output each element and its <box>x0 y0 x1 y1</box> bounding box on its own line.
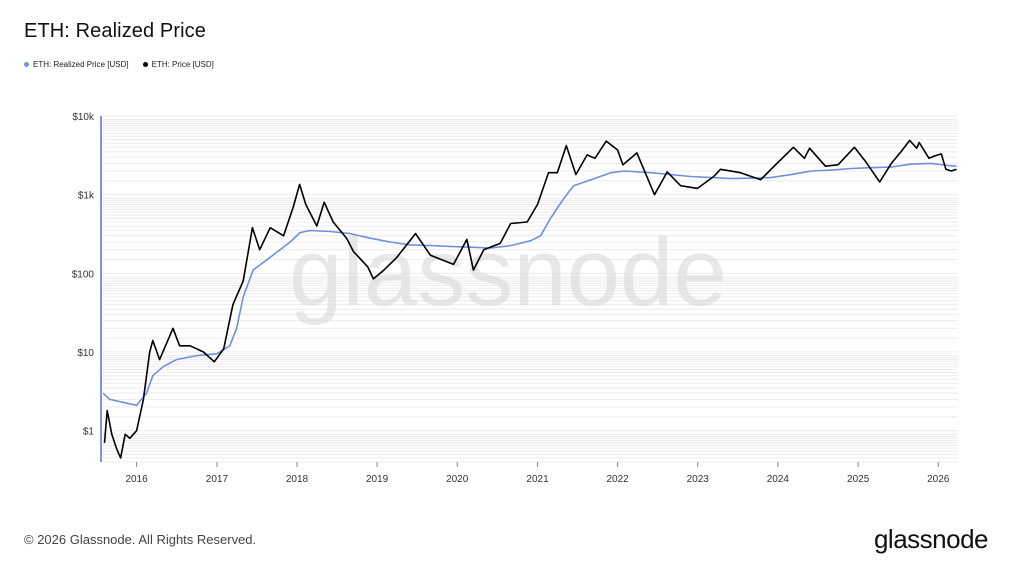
legend-marker-realized-price <box>24 62 29 67</box>
series-layer <box>102 139 957 459</box>
x-tick-label: 2019 <box>366 474 389 485</box>
y-tick-label: $10 <box>77 348 94 359</box>
x-tick-label: 2016 <box>125 474 148 485</box>
glassnode-logo: glassnode <box>873 524 989 554</box>
series-line-realized-price <box>102 162 957 407</box>
y-axis-ticks: $1 $10 $100 $1k $10k <box>72 112 95 438</box>
y-tick-label: $1 <box>83 427 95 438</box>
legend-item-price[interactable]: ETH: Price [USD] <box>142 60 214 69</box>
x-tick-label: 2020 <box>446 474 469 485</box>
legend-item-realized-price[interactable]: ETH: Realized Price [USD] <box>24 60 129 69</box>
chart-title: ETH: Realized Price <box>24 20 206 42</box>
y-tick-label: $1k <box>78 191 95 202</box>
series-line-price <box>103 139 957 459</box>
x-tick-label: 2026 <box>927 474 950 485</box>
x-axis-ticks: 2016 2017 2018 2019 2020 2021 2022 2023 2024 2025… <box>125 462 950 485</box>
x-tick-label: 2018 <box>286 474 309 485</box>
x-tick-label: 2021 <box>526 474 549 485</box>
legend-marker-price <box>142 62 148 67</box>
y-tick-label: $10k <box>72 112 95 123</box>
copyright-text: © 2026 Glassnode. All Rights Reserved. <box>24 532 257 547</box>
x-tick-label: 2022 <box>606 474 629 485</box>
x-tick-label: 2017 <box>206 474 229 485</box>
grid-lines <box>103 115 958 463</box>
legend-label-price: ETH: Price [USD] <box>151 60 214 69</box>
x-tick-label: 2023 <box>687 474 710 485</box>
x-tick-label: 2024 <box>767 474 790 485</box>
legend-label-realized-price: ETH: Realized Price [USD] <box>33 60 129 69</box>
x-tick-label: 2025 <box>847 474 870 485</box>
y-tick-label: $100 <box>72 269 95 280</box>
legend: ETH: Realized Price [USD] ETH: Price [US… <box>24 60 214 69</box>
